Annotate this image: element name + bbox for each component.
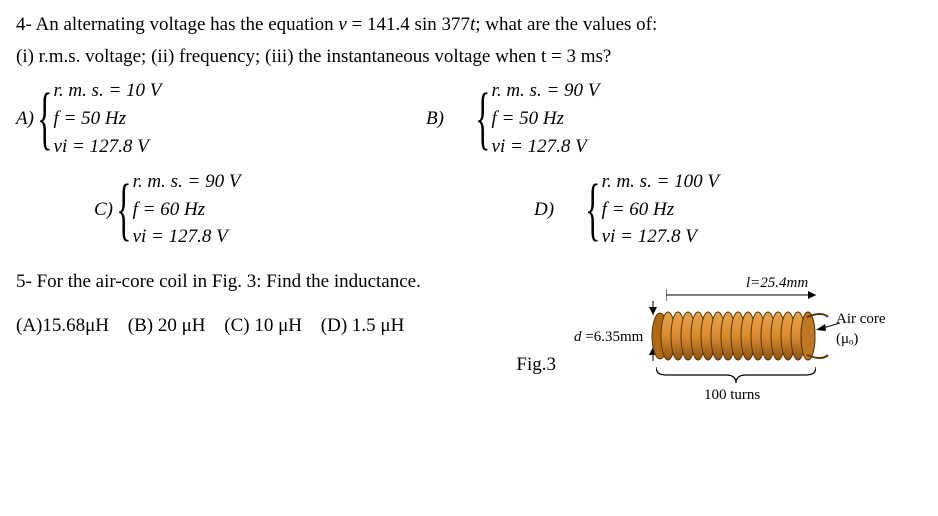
length-arrow-icon <box>666 289 816 301</box>
brace-icon: { <box>37 87 52 150</box>
q5-choice-a: (A)15.68μH <box>16 315 109 336</box>
coil-figure: l=25.4mm d =6.35mm <box>586 269 896 419</box>
choice-c-rms: r. m. s. = 90 V <box>133 168 241 196</box>
diameter-label: d =6.35mm <box>574 327 643 347</box>
turns-bracket-icon <box>656 367 816 383</box>
choice-a: A) { r. m. s. = 10 V f = 50 Hz vi = 127.… <box>16 77 426 160</box>
q4-choices-row1: A) { r. m. s. = 10 V f = 50 Hz vi = 127.… <box>16 77 922 160</box>
choice-b-f: f = 50 Hz <box>492 105 600 133</box>
q5-block: 5- For the air-core coil in Fig. 3: Find… <box>16 269 922 419</box>
choice-b-vi: vi = 127.8 V <box>492 133 600 161</box>
choice-d-vi: vi = 127.8 V <box>602 223 719 251</box>
choice-b: B) { r. m. s. = 90 V f = 50 Hz vi = 127.… <box>426 77 599 160</box>
choice-d-rms: r. m. s. = 100 V <box>602 168 719 196</box>
aircore-label: Air core (μₒ) <box>836 309 896 350</box>
choice-a-f: f = 50 Hz <box>54 105 162 133</box>
q4-choices-row2: C) { r. m. s. = 90 V f = 60 Hz vi = 127.… <box>16 168 922 251</box>
choice-b-rms: r. m. s. = 90 V <box>492 77 600 105</box>
choice-a-vi: vi = 127.8 V <box>54 133 162 161</box>
choice-d-f: f = 60 Hz <box>602 196 719 224</box>
q5-choices: (A)15.68μH (B) 20 μH (C) 10 μH (D) 1.5 μ… <box>16 313 586 339</box>
aircore-arrow-icon <box>816 319 840 333</box>
fig-label: Fig.3 <box>16 352 586 378</box>
q5-choice-c: (C) 10 μH <box>224 315 302 336</box>
brace-icon: { <box>585 178 600 241</box>
q5-prompt: 5- For the air-core coil in Fig. 3: Find… <box>16 269 586 295</box>
brace-icon: { <box>475 87 490 150</box>
q5-choice-b: (B) 20 μH <box>128 315 206 336</box>
choice-c-f: f = 60 Hz <box>133 196 241 224</box>
q4-line1: 4- An alternating voltage has the equati… <box>16 12 922 38</box>
choice-d: D) { r. m. s. = 100 V f = 60 Hz vi = 127… <box>504 168 719 251</box>
choice-letter-b: B) <box>426 106 444 132</box>
choice-c-vi: vi = 127.8 V <box>133 223 241 251</box>
choice-letter-c: C) <box>94 197 113 223</box>
choice-letter-a: A) <box>16 106 34 132</box>
choice-letter-d: D) <box>534 197 554 223</box>
turns-label: 100 turns <box>704 385 760 405</box>
choice-c: C) { r. m. s. = 90 V f = 60 Hz vi = 127.… <box>16 168 504 251</box>
q5-choice-d: (D) 1.5 μH <box>321 315 405 336</box>
coil-icon <box>650 309 830 364</box>
choice-a-rms: r. m. s. = 10 V <box>54 77 162 105</box>
brace-icon: { <box>116 178 131 241</box>
q4-line2: (i) r.m.s. voltage; (ii) frequency; (iii… <box>16 44 922 70</box>
